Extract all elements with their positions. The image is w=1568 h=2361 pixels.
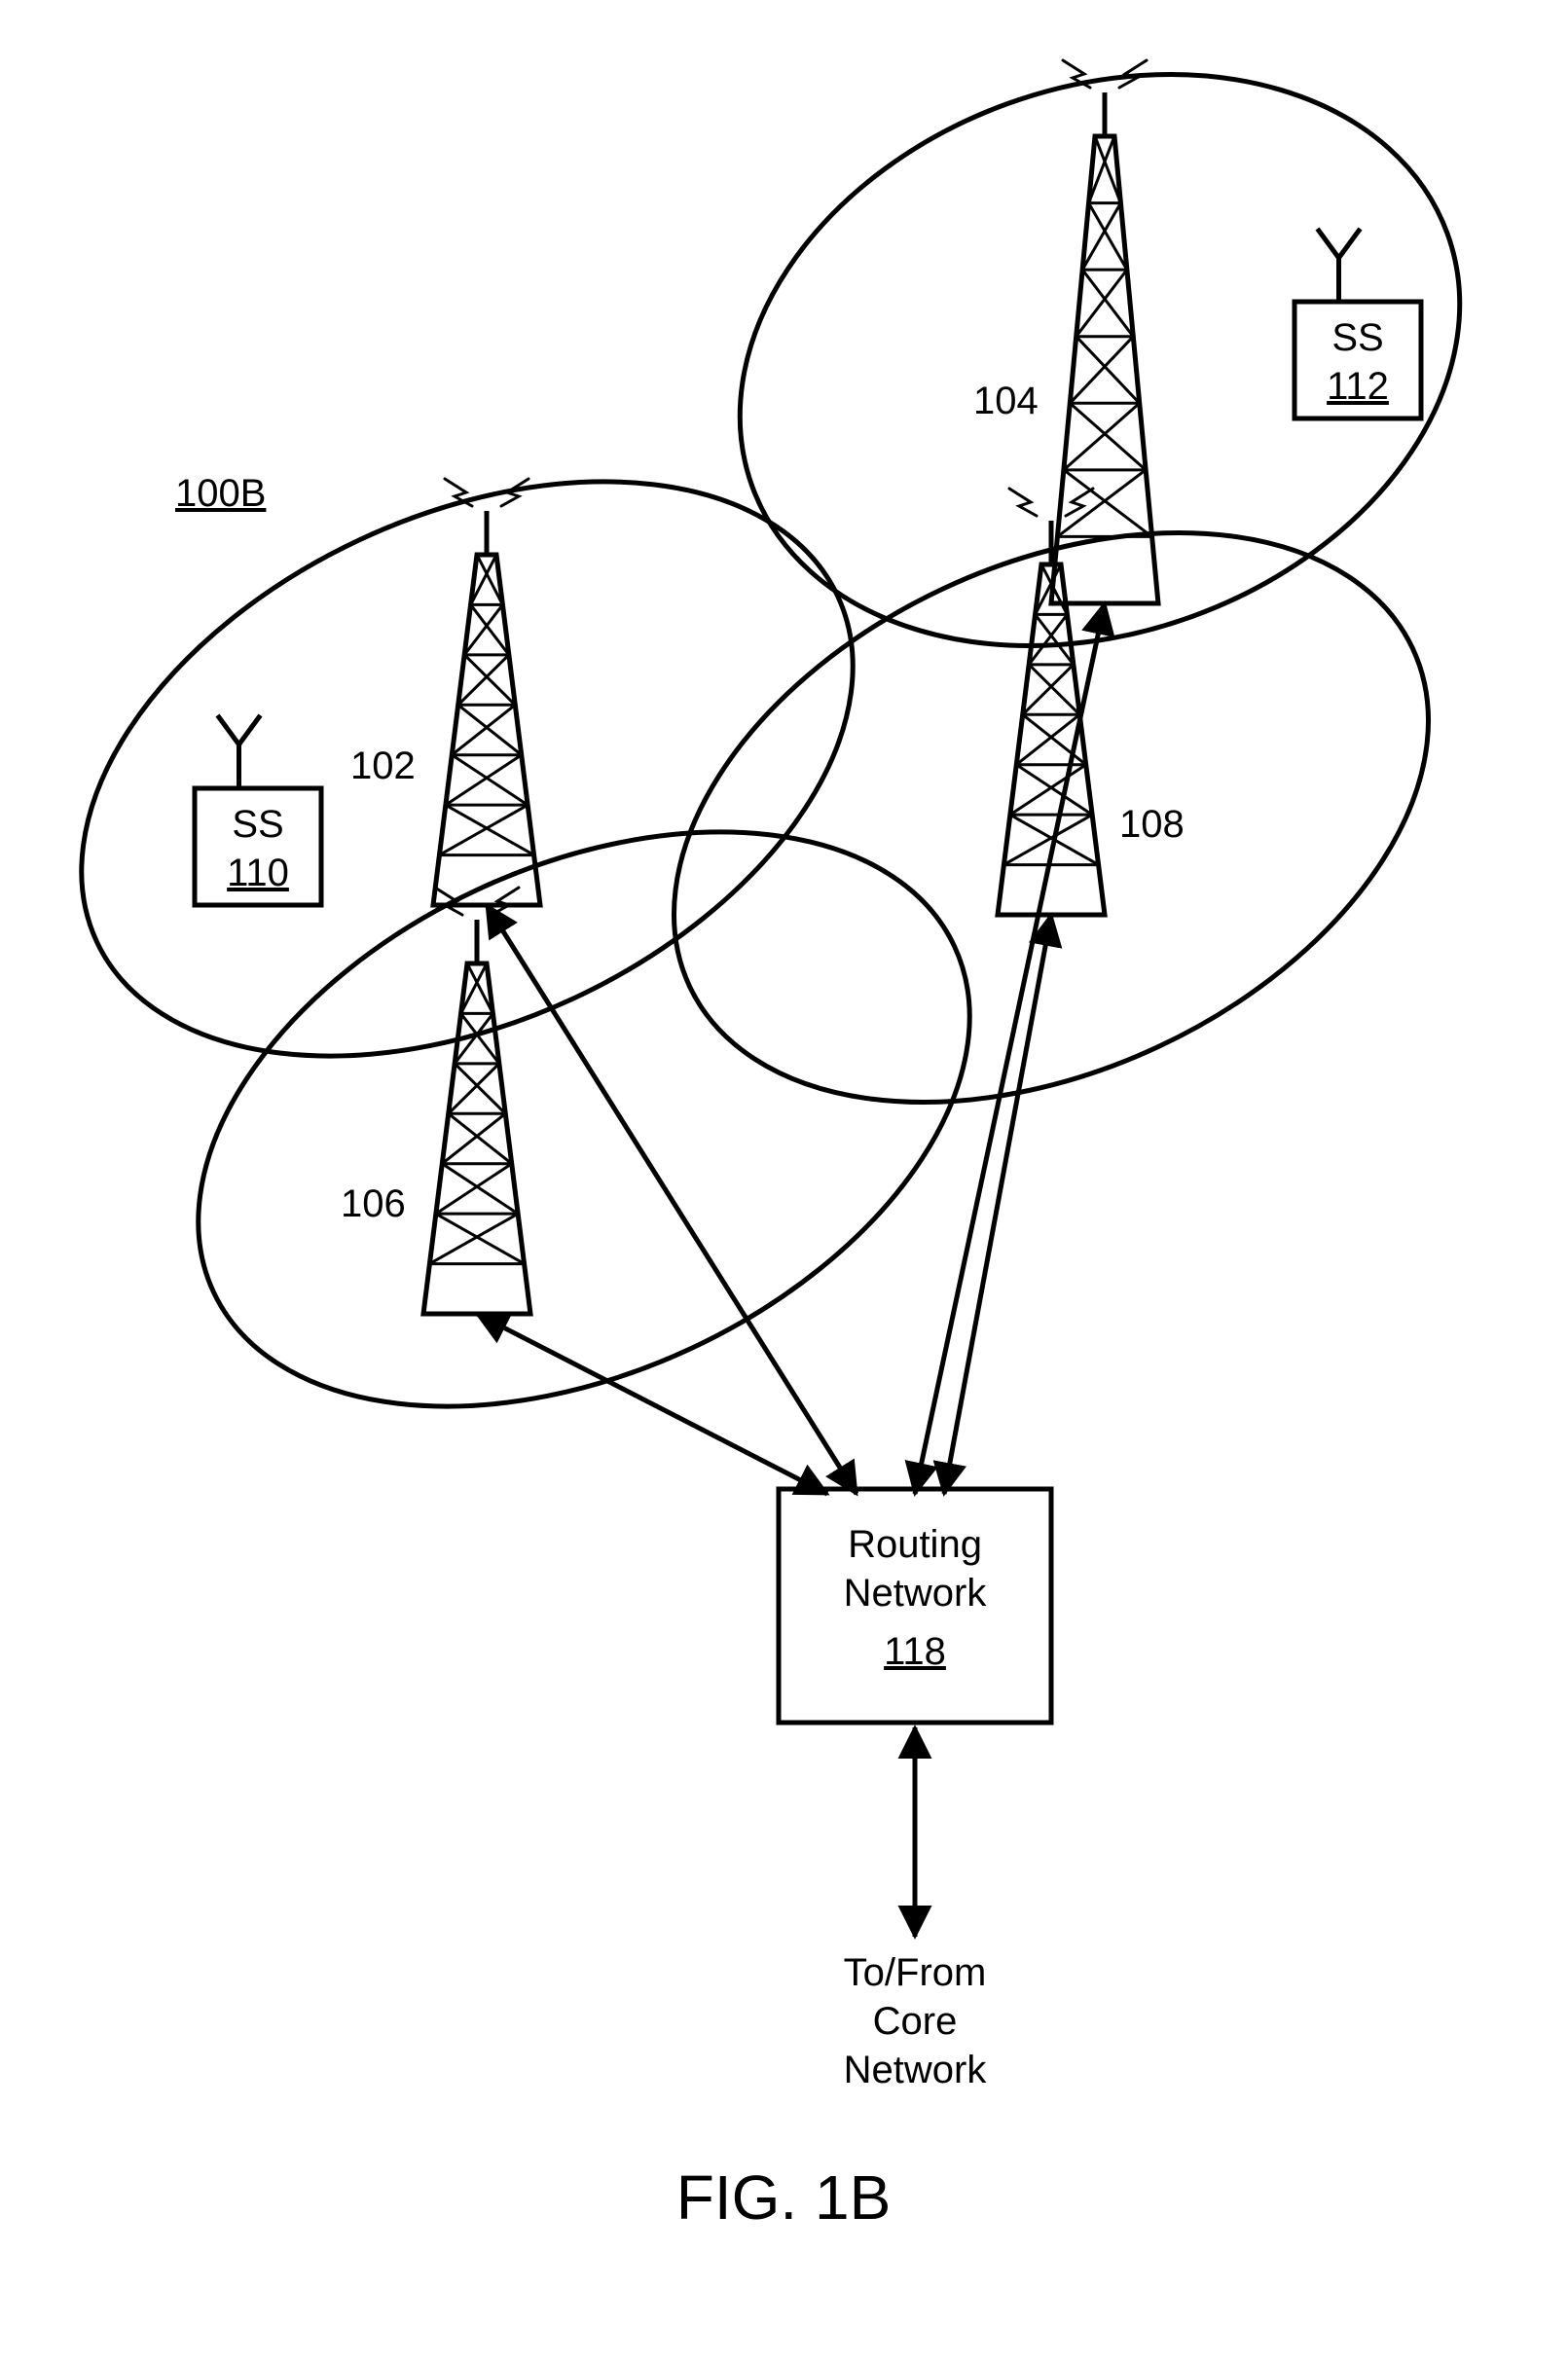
backhaul-link [944,915,1051,1494]
svg-text:Network: Network [844,2049,988,2091]
svg-text:SS: SS [1331,316,1383,359]
svg-text:118: 118 [884,1630,946,1673]
svg-text:112: 112 [1327,365,1389,408]
svg-text:Core: Core [873,2000,958,2043]
svg-text:104: 104 [973,380,1039,422]
svg-text:108: 108 [1119,803,1185,846]
svg-text:Routing: Routing [848,1523,982,1566]
base-station-tower [1051,60,1158,603]
svg-text:FIG. 1B: FIG. 1B [676,2162,892,2233]
svg-text:SS: SS [232,803,283,846]
svg-text:110: 110 [227,852,289,894]
backhaul-link [487,905,857,1494]
svg-text:106: 106 [341,1182,406,1225]
backhaul-link [915,603,1105,1494]
base-station-tower [433,479,540,905]
svg-text:102: 102 [350,745,416,787]
backhaul-link [477,1314,827,1494]
svg-text:To/From: To/From [844,1951,987,1994]
svg-text:100B: 100B [175,472,266,515]
svg-text:Network: Network [844,1572,988,1615]
